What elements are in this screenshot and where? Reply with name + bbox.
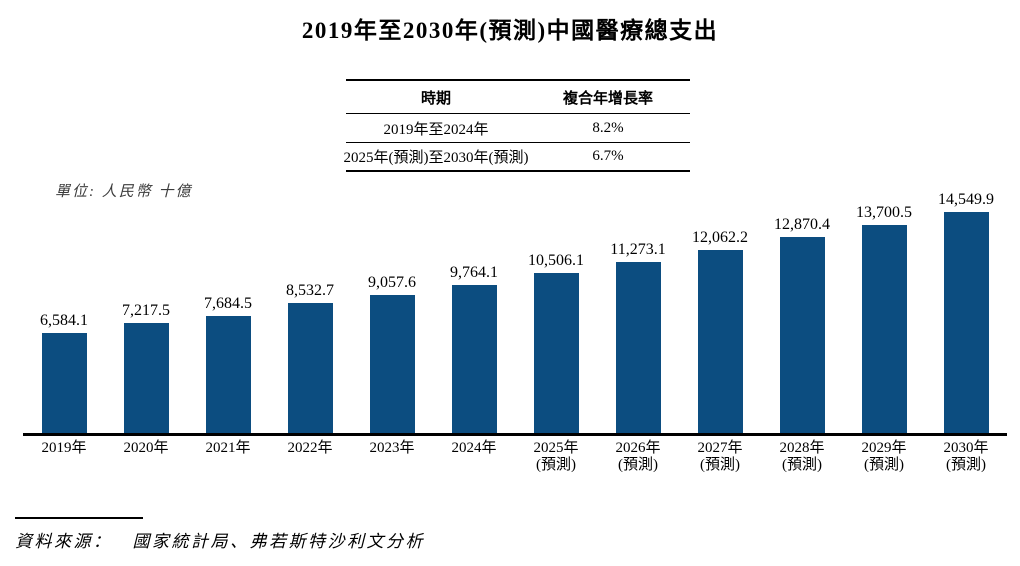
bar xyxy=(615,262,661,433)
bar xyxy=(779,237,825,433)
bar-chart: 6,584.1 7,217.5 7,684.5 8,532.7 9,057.6 9,764… xyxy=(23,186,1007,433)
x-axis-label: 2023年 xyxy=(369,440,415,456)
source-label: 資料來源： xyxy=(15,532,113,551)
cagr-table-row: 2025年(預測)至2030年(預測) 6.7% xyxy=(343,143,690,170)
bar xyxy=(369,295,415,433)
x-axis-label: 2025年 (預測) xyxy=(533,440,579,473)
bar-value-label: 7,217.5 xyxy=(122,302,170,319)
bar-value-label: 12,870.4 xyxy=(774,216,830,233)
bar xyxy=(123,323,169,433)
bar-value-label: 11,273.1 xyxy=(610,241,666,258)
bar-value-label: 9,764.1 xyxy=(450,264,498,281)
bar xyxy=(697,250,743,433)
x-axis-labels: 2019年 2020年 2021年 2022年 2023年 2024年 2025年 (預測) 2… xyxy=(23,440,1007,474)
bar-slot: 10,506.1 xyxy=(515,186,597,433)
x-axis-line xyxy=(23,433,1007,436)
bar-value-label: 6,584.1 xyxy=(40,312,88,329)
x-axis-label: 2021年 xyxy=(205,440,251,456)
bar-slot: 6,584.1 xyxy=(23,186,105,433)
cagr-table-row: 2019年至2024年 8.2% xyxy=(346,114,690,143)
bar-value-label: 8,532.7 xyxy=(286,282,334,299)
bar-slot: 14,549.9 xyxy=(925,186,1007,433)
bar xyxy=(533,273,579,433)
x-axis-label: 2028年 (預測) xyxy=(779,440,825,473)
bar xyxy=(41,333,87,433)
bar-slot: 13,700.5 xyxy=(843,186,925,433)
cagr-header-period: 時期 xyxy=(420,90,451,107)
bar-slot: 9,057.6 xyxy=(351,186,433,433)
x-axis-label: 2024年 xyxy=(451,440,497,456)
bar-slot: 7,217.5 xyxy=(105,186,187,433)
x-axis-label: 2030年 (預測) xyxy=(943,440,989,473)
bar-value-label: 10,506.1 xyxy=(528,252,584,269)
x-axis-label: 2020年 xyxy=(123,440,169,456)
bar-value-label: 12,062.2 xyxy=(692,229,748,246)
bar xyxy=(451,285,497,433)
x-axis-label: 2027年 (預測) xyxy=(697,440,743,473)
bar-value-label: 13,700.5 xyxy=(856,204,912,221)
cagr-table: 時期 複合年增長率 2019年至2024年 8.2% 2025年(預測)至203… xyxy=(343,79,690,172)
bar-slot: 9,764.1 xyxy=(433,186,515,433)
source-divider xyxy=(15,517,143,519)
x-axis-label: 2029年 (預測) xyxy=(861,440,907,473)
bar-value-label: 14,549.9 xyxy=(938,191,994,208)
x-axis-label: 2019年 xyxy=(41,440,87,456)
cagr-header-rate: 複合年增長率 xyxy=(562,90,653,107)
bar-value-label: 9,057.6 xyxy=(368,274,416,291)
bar xyxy=(861,225,907,433)
source-note: 資料來源： 國家統計局、弗若斯特沙利文分析 xyxy=(15,527,425,552)
bar xyxy=(287,303,333,433)
cagr-period-value: 2025年(預測)至2030年(預測) xyxy=(343,150,529,166)
x-axis-label: 2022年 xyxy=(287,440,333,456)
source-text: 國家統計局、弗若斯特沙利文分析 xyxy=(132,532,425,551)
bar xyxy=(943,212,989,433)
bar-slot: 7,684.5 xyxy=(187,186,269,433)
bar-slot: 11,273.1 xyxy=(597,186,679,433)
cagr-rate-value: 6.7% xyxy=(592,148,624,164)
cagr-period-value: 2019年至2024年 xyxy=(383,121,489,138)
bar xyxy=(205,316,251,433)
bar-slot: 8,532.7 xyxy=(269,186,351,433)
bar-slot: 12,870.4 xyxy=(761,186,843,433)
cagr-rate-value: 8.2% xyxy=(592,119,624,136)
x-axis-label: 2026年 (預測) xyxy=(615,440,661,473)
bar-value-label: 7,684.5 xyxy=(204,295,252,312)
cagr-table-header-row: 時期 複合年增長率 xyxy=(346,81,690,114)
bar-slot: 12,062.2 xyxy=(679,186,761,433)
chart-title: 2019年至2030年(預測)中國醫療總支出 xyxy=(301,18,719,43)
unit-label: 單位: 人民幣 十億 xyxy=(55,184,193,200)
